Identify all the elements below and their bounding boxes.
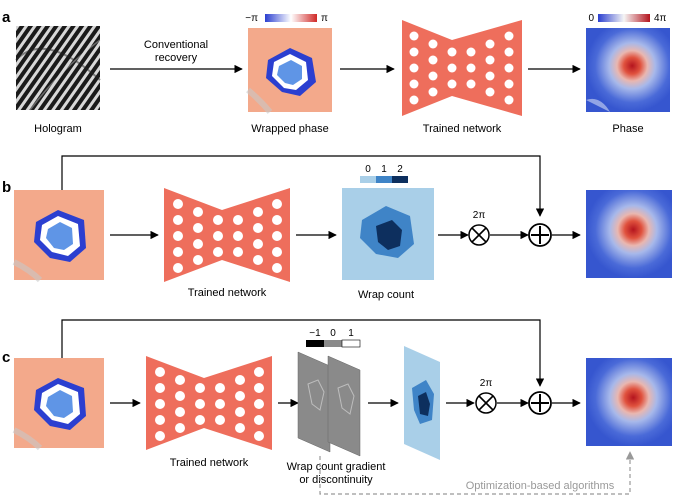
skip-connection-b <box>61 155 545 217</box>
gradient-colorbar <box>306 339 361 348</box>
wrap-count-plane <box>404 346 440 460</box>
count-2-label: 2 <box>397 164 403 175</box>
network-label-c: Trained network <box>170 457 249 469</box>
recovery-label: recovery <box>155 52 198 64</box>
optimization-path <box>319 451 635 495</box>
grad-scale-pos: 1 <box>348 328 354 339</box>
plus-circle-icon <box>528 223 552 247</box>
plus-circle-icon <box>528 391 552 415</box>
wrapped-phase-label: Wrapped phase <box>251 123 328 135</box>
gradient-label-1: Wrap count gradient <box>287 461 386 473</box>
wrapped-phase-image <box>246 28 332 114</box>
panel-c-letter: c <box>2 349 10 366</box>
wrapped-scale-min: −π <box>245 13 258 24</box>
count-1-label: 1 <box>381 164 387 175</box>
phase-colorbar <box>598 14 650 22</box>
wrapped-phase-input-b <box>12 190 104 283</box>
panel-a-letter: a <box>2 9 11 26</box>
phase-label: Phase <box>612 123 643 135</box>
multiply-circle-icon <box>475 392 497 414</box>
skip-connection-c <box>61 319 545 387</box>
gradient-planes <box>297 351 361 457</box>
phase-image-b <box>586 190 672 278</box>
grad-scale-zero: 0 <box>330 328 336 339</box>
multiply-circle-icon <box>468 224 490 246</box>
gradient-label-2: or discontinuity <box>299 474 373 486</box>
hologram-image <box>15 26 101 111</box>
wrap-count-colorbar <box>360 176 408 183</box>
two-pi-label-c: 2π <box>480 378 493 389</box>
panel-b-letter: b <box>2 179 11 196</box>
grad-scale-neg: −1 <box>309 328 321 339</box>
wrapped-colorbar <box>265 14 317 22</box>
wrapped-phase-input-c <box>12 358 104 451</box>
optimization-label: Optimization-based algorithms <box>466 480 615 492</box>
trained-network-b <box>164 188 290 282</box>
phase-scale-min: 0 <box>588 13 594 24</box>
conventional-label: Conventional <box>144 39 208 51</box>
wrapped-scale-max: π <box>321 13 328 24</box>
count-0-label: 0 <box>365 164 371 175</box>
trained-network-c <box>146 356 272 450</box>
phase-image-c <box>586 358 672 446</box>
wrap-count-label: Wrap count <box>358 289 414 301</box>
network-label-a: Trained network <box>423 123 502 135</box>
phase-scale-max: 4π <box>654 13 667 24</box>
two-pi-label-b: 2π <box>473 210 486 221</box>
hologram-label: Hologram <box>34 123 82 135</box>
trained-network-a <box>402 20 522 116</box>
network-label-b: Trained network <box>188 287 267 299</box>
phase-image-a <box>586 28 670 112</box>
wrap-count-image <box>342 188 434 280</box>
